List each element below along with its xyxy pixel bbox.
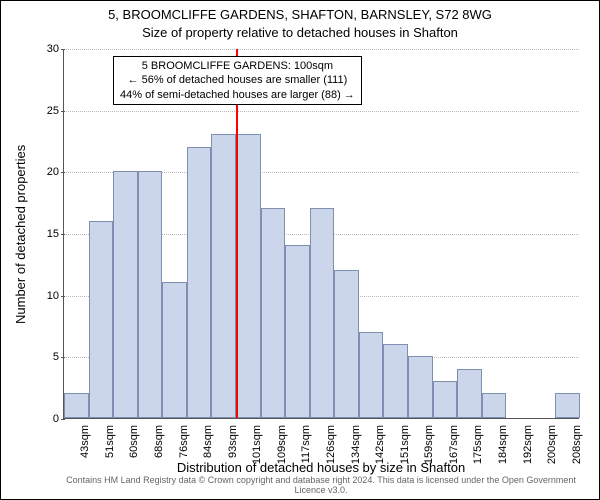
histogram-bar [482,393,507,418]
histogram-bar [285,245,310,418]
annotation-line3: 44% of semi-detached houses are larger (… [120,88,355,102]
histogram-bar [555,393,580,418]
x-tick-label: 167sqm [448,425,460,464]
annotation-box: 5 BROOMCLIFFE GARDENS: 100sqm ← 56% of d… [113,56,362,105]
y-tick-label: 30 [39,43,59,55]
chart-title-line2: Size of property relative to detached ho… [1,25,599,40]
x-tick-label: 151sqm [399,425,411,464]
x-tick-label: 200sqm [546,425,558,464]
histogram-bar [187,147,212,418]
histogram-bar [211,134,236,418]
histogram-bar [334,270,359,418]
y-tick-label: 20 [39,166,59,178]
histogram-bar [383,344,408,418]
y-axis-label: Number of detached properties [13,49,28,419]
annotation-line1: 5 BROOMCLIFFE GARDENS: 100sqm [120,59,355,73]
x-tick-label: 43sqm [79,425,91,458]
histogram-bar [236,134,261,418]
y-tick-label: 10 [39,290,59,302]
x-tick-label: 84sqm [202,425,214,458]
chart-title-line1: 5, BROOMCLIFFE GARDENS, SHAFTON, BARNSLE… [1,7,599,22]
x-tick-label: 51sqm [104,425,116,458]
x-tick-label: 109sqm [276,425,288,464]
gridline [64,49,579,50]
x-tick-label: 76sqm [178,425,190,458]
chart-container: 5, BROOMCLIFFE GARDENS, SHAFTON, BARNSLE… [0,0,600,500]
histogram-bar [89,221,114,418]
histogram-bar [310,208,335,418]
gridline [64,111,579,112]
histogram-bar [113,171,138,418]
x-axis-label: Distribution of detached houses by size … [63,460,579,475]
y-tick-label: 15 [39,228,59,240]
x-tick-label: 134sqm [350,425,362,464]
x-tick-label: 175sqm [472,425,484,464]
y-tick-label: 5 [39,351,59,363]
x-tick-label: 60sqm [128,425,140,458]
x-tick-label: 159sqm [423,425,435,464]
x-tick-label: 208sqm [571,425,583,464]
x-tick-label: 142sqm [374,425,386,464]
x-tick-label: 117sqm [300,425,312,463]
histogram-bar [138,171,163,418]
histogram-bar [162,282,187,418]
x-tick-label: 192sqm [522,425,534,464]
x-tick-label: 126sqm [325,425,337,464]
histogram-bar [457,369,482,418]
footer-text: Contains HM Land Registry data © Crown c… [63,475,579,495]
histogram-bar [408,356,433,418]
y-tick-label: 25 [39,105,59,117]
histogram-bar [261,208,286,418]
x-tick-label: 93sqm [227,425,239,458]
y-tick-label: 0 [39,413,59,425]
x-tick-label: 68sqm [153,425,165,458]
x-tick-label: 184sqm [497,425,509,464]
histogram-bar [433,381,458,418]
annotation-line2: ← 56% of detached houses are smaller (11… [120,73,355,87]
histogram-bar [64,393,89,418]
histogram-bar [359,332,384,418]
x-tick-label: 101sqm [251,425,263,464]
